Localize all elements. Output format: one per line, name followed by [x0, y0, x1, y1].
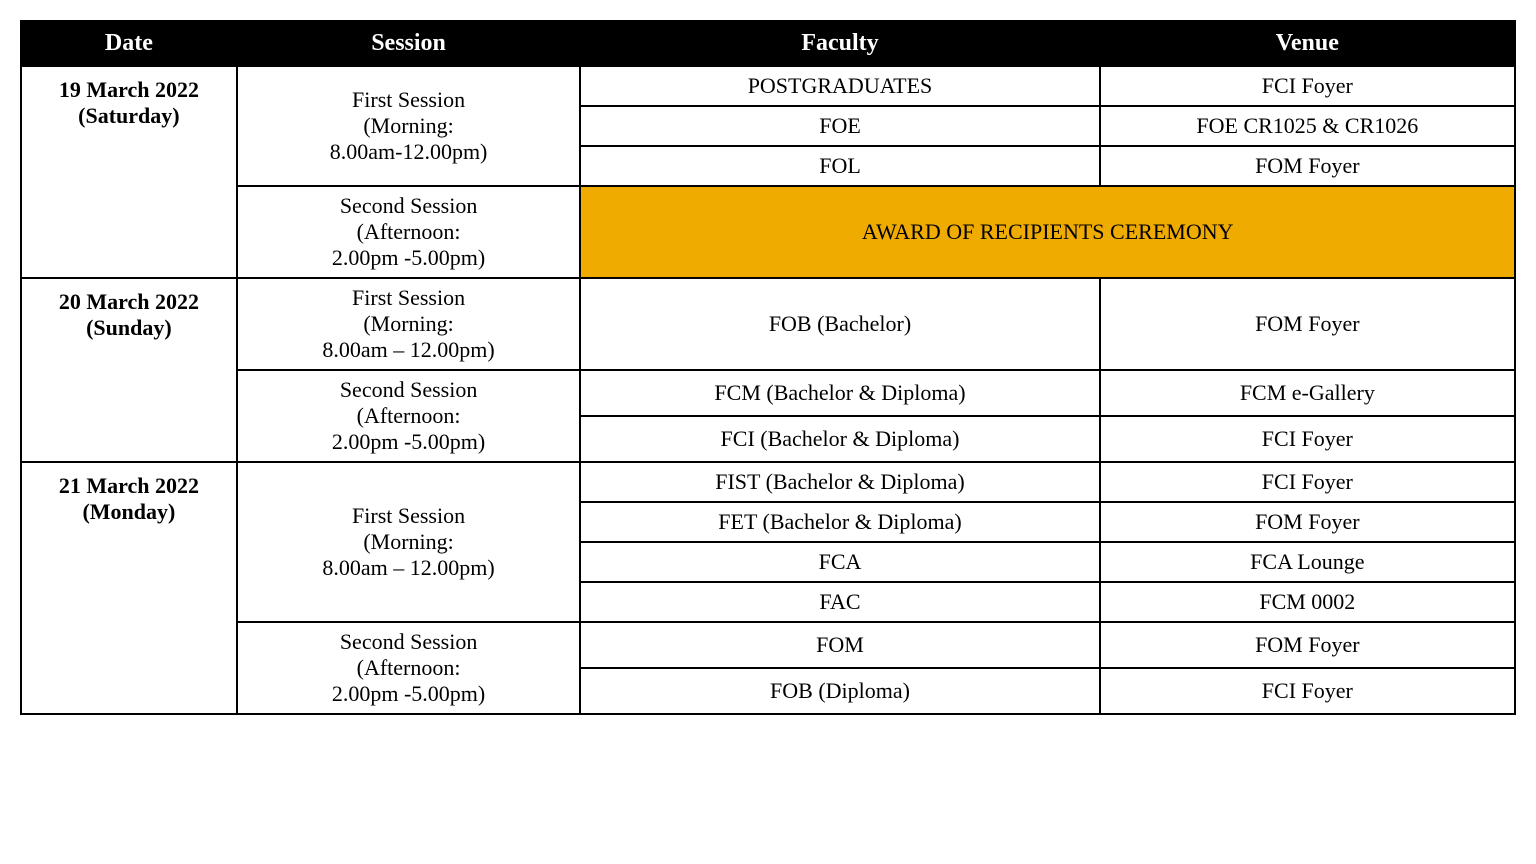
venue-cell: FOM Foyer — [1100, 146, 1515, 186]
date-cell: 19 March 2022 (Saturday) — [21, 66, 237, 278]
faculty-cell: FAC — [580, 582, 1099, 622]
faculty-cell: FOB (Diploma) — [580, 668, 1099, 714]
venue-cell: FCM e-Gallery — [1100, 370, 1515, 416]
session-line3: 8.00am – 12.00pm) — [322, 555, 494, 580]
session-line1: First Session — [352, 87, 465, 112]
session-line2: (Afternoon: — [357, 655, 461, 680]
schedule-body: 19 March 2022 (Saturday) First Session (… — [21, 66, 1515, 714]
header-faculty: Faculty — [580, 21, 1099, 66]
faculty-cell: FOE — [580, 106, 1099, 146]
date-line2: (Monday) — [82, 499, 175, 524]
table-row: Second Session (Afternoon: 2.00pm -5.00p… — [21, 370, 1515, 416]
venue-cell: FCI Foyer — [1100, 462, 1515, 502]
award-ceremony-cell: AWARD OF RECIPIENTS CEREMONY — [580, 186, 1515, 278]
session-cell: First Session (Morning: 8.00am – 12.00pm… — [237, 278, 581, 370]
table-row: 20 March 2022 (Sunday) First Session (Mo… — [21, 278, 1515, 370]
date-cell: 20 March 2022 (Sunday) — [21, 278, 237, 462]
faculty-cell: FET (Bachelor & Diploma) — [580, 502, 1099, 542]
session-line3: 2.00pm -5.00pm) — [332, 429, 485, 454]
date-cell: 21 March 2022 (Monday) — [21, 462, 237, 714]
session-line3: 8.00am-12.00pm) — [330, 139, 488, 164]
faculty-cell: FOL — [580, 146, 1099, 186]
session-line1: First Session — [352, 285, 465, 310]
venue-cell: FOM Foyer — [1100, 622, 1515, 668]
session-cell: Second Session (Afternoon: 2.00pm -5.00p… — [237, 186, 581, 278]
session-line2: (Morning: — [363, 113, 453, 138]
faculty-cell: FCM (Bachelor & Diploma) — [580, 370, 1099, 416]
date-line2: (Saturday) — [78, 103, 179, 128]
session-line1: Second Session — [340, 193, 478, 218]
schedule-table: Date Session Faculty Venue 19 March 2022… — [20, 20, 1516, 715]
date-line1: 19 March 2022 — [59, 77, 199, 102]
venue-cell: FCI Foyer — [1100, 668, 1515, 714]
session-line2: (Afternoon: — [357, 403, 461, 428]
date-line1: 21 March 2022 — [59, 473, 199, 498]
session-line3: 8.00am – 12.00pm) — [322, 337, 494, 362]
date-line1: 20 March 2022 — [59, 289, 199, 314]
session-line2: (Afternoon: — [357, 219, 461, 244]
session-cell: First Session (Morning: 8.00am-12.00pm) — [237, 66, 581, 186]
header-row: Date Session Faculty Venue — [21, 21, 1515, 66]
date-line2: (Sunday) — [86, 315, 172, 340]
session-line3: 2.00pm -5.00pm) — [332, 245, 485, 270]
session-line1: Second Session — [340, 377, 478, 402]
venue-cell: FOM Foyer — [1100, 278, 1515, 370]
table-row: Second Session (Afternoon: 2.00pm -5.00p… — [21, 622, 1515, 668]
session-line1: First Session — [352, 503, 465, 528]
venue-cell: FCA Lounge — [1100, 542, 1515, 582]
faculty-cell: FOM — [580, 622, 1099, 668]
session-cell: First Session (Morning: 8.00am – 12.00pm… — [237, 462, 581, 622]
venue-cell: FCI Foyer — [1100, 66, 1515, 106]
venue-cell: FCM 0002 — [1100, 582, 1515, 622]
header-date: Date — [21, 21, 237, 66]
table-row: 21 March 2022 (Monday) First Session (Mo… — [21, 462, 1515, 502]
faculty-cell: FIST (Bachelor & Diploma) — [580, 462, 1099, 502]
session-line1: Second Session — [340, 629, 478, 654]
venue-cell: FOE CR1025 & CR1026 — [1100, 106, 1515, 146]
table-row: Second Session (Afternoon: 2.00pm -5.00p… — [21, 186, 1515, 278]
table-row: 19 March 2022 (Saturday) First Session (… — [21, 66, 1515, 106]
session-line2: (Morning: — [363, 529, 453, 554]
header-venue: Venue — [1100, 21, 1515, 66]
faculty-cell: FOB (Bachelor) — [580, 278, 1099, 370]
session-line2: (Morning: — [363, 311, 453, 336]
venue-cell: FOM Foyer — [1100, 502, 1515, 542]
faculty-cell: POSTGRADUATES — [580, 66, 1099, 106]
header-session: Session — [237, 21, 581, 66]
faculty-cell: FCA — [580, 542, 1099, 582]
session-cell: Second Session (Afternoon: 2.00pm -5.00p… — [237, 622, 581, 714]
faculty-cell: FCI (Bachelor & Diploma) — [580, 416, 1099, 462]
session-cell: Second Session (Afternoon: 2.00pm -5.00p… — [237, 370, 581, 462]
venue-cell: FCI Foyer — [1100, 416, 1515, 462]
session-line3: 2.00pm -5.00pm) — [332, 681, 485, 706]
